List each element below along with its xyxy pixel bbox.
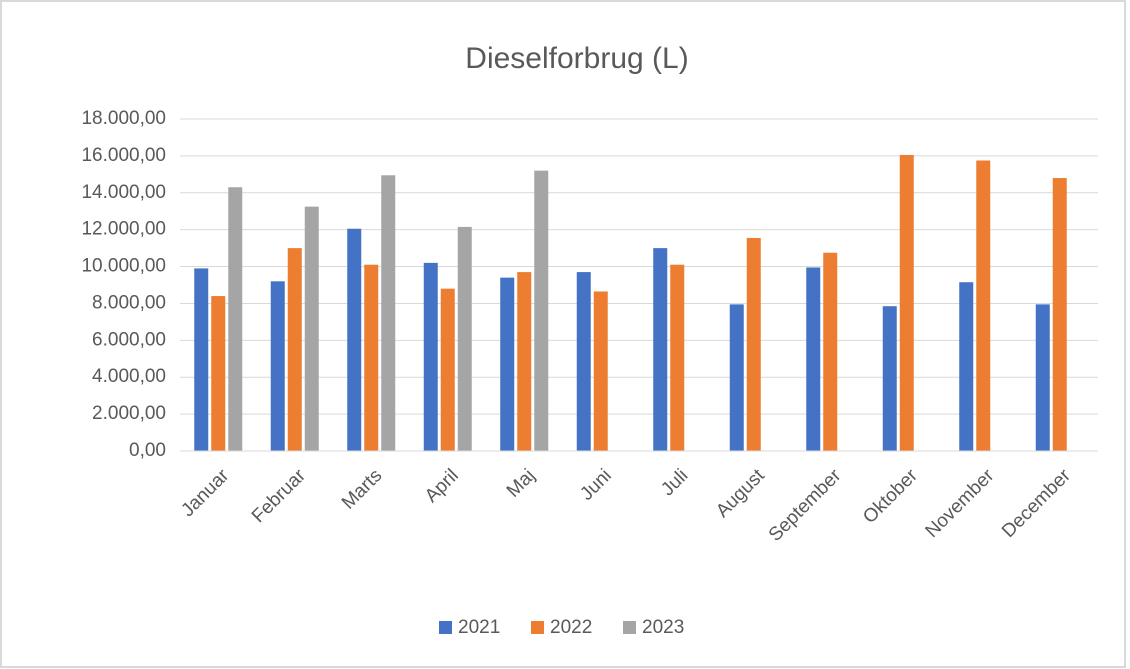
y-tick-label: 6.000,00: [92, 329, 166, 350]
legend-label: 2023: [642, 617, 684, 638]
bar: [194, 268, 209, 451]
y-tick-label: 10.000,00: [81, 256, 166, 277]
bar: [882, 306, 897, 451]
y-tick-label: 16.000,00: [81, 145, 166, 166]
legend-swatch: [439, 621, 452, 634]
y-tick-label: 14.000,00: [81, 182, 166, 203]
y-tick-label: 18.000,00: [81, 108, 166, 129]
legend-swatch: [531, 621, 544, 634]
y-tick-label: 0,00: [129, 440, 166, 461]
bar: [364, 264, 379, 451]
bar: [287, 248, 302, 451]
bar: [899, 154, 914, 451]
bar: [1035, 304, 1050, 451]
bar: [670, 264, 685, 451]
bar: [746, 237, 761, 451]
bar: [270, 281, 285, 451]
y-tick-label: 4.000,00: [92, 366, 166, 387]
bar: [823, 252, 838, 451]
legend-swatch: [623, 621, 636, 634]
bar: [500, 277, 515, 451]
bar: [381, 175, 396, 451]
chart-title: Dieselforbrug (L): [465, 42, 688, 75]
bar: [593, 291, 608, 451]
bar: [228, 187, 243, 451]
legend-label: 2022: [550, 617, 592, 638]
y-tick-label: 8.000,00: [92, 292, 166, 313]
y-tick-label: 12.000,00: [81, 219, 166, 240]
bar: [959, 282, 974, 451]
bar: [304, 206, 319, 451]
bar: [347, 228, 362, 451]
bar: [423, 262, 438, 451]
bar: [211, 296, 226, 451]
bar: [457, 226, 472, 451]
bar: [576, 272, 591, 451]
bar: [729, 304, 744, 451]
bar: [440, 288, 455, 451]
legend-label: 2021: [458, 617, 500, 638]
bar: [517, 272, 532, 451]
bar: [534, 170, 549, 451]
bar: [976, 160, 991, 451]
bar: [806, 267, 821, 451]
y-tick-label: 2.000,00: [92, 403, 166, 424]
bar: [653, 248, 668, 451]
bar: [1052, 178, 1067, 451]
